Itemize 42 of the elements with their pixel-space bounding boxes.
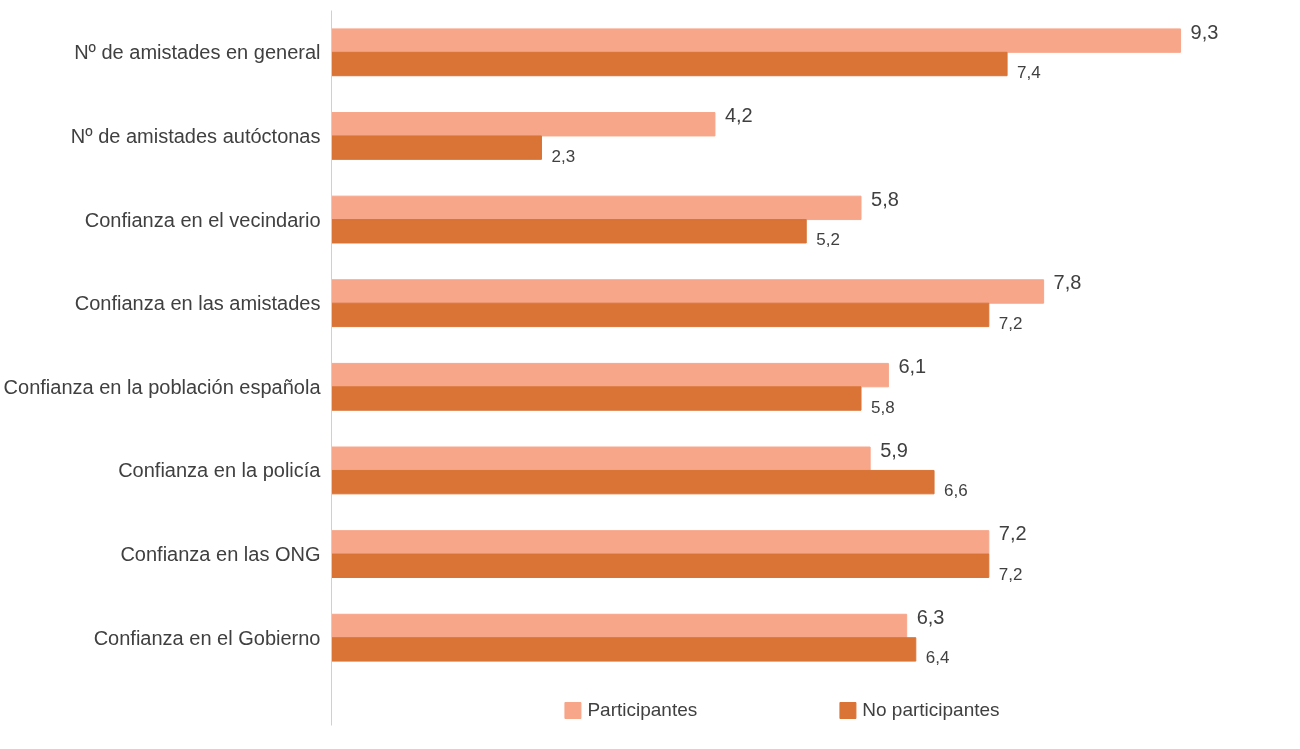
y-tick-label: Nº de amistades en general bbox=[74, 41, 321, 64]
y-tick-label: Confianza en las ONG bbox=[120, 543, 321, 566]
bar bbox=[331, 530, 990, 555]
y-tick-label: Confianza en el Gobierno bbox=[93, 626, 321, 649]
bar bbox=[331, 386, 862, 411]
y-tick-label: Nº de amistades autóctonas bbox=[70, 124, 321, 147]
data-label: 5,8 bbox=[871, 397, 895, 417]
data-label: 6,1 bbox=[898, 355, 927, 378]
bar bbox=[331, 279, 1045, 304]
bar bbox=[331, 302, 990, 328]
y-tick-label: Confianza en la policía bbox=[118, 459, 322, 482]
data-label: 5,8 bbox=[871, 187, 899, 210]
bar bbox=[331, 195, 862, 221]
legend-label: Participantes bbox=[587, 699, 698, 721]
data-label: 6,6 bbox=[944, 481, 968, 501]
data-label: 6,3 bbox=[916, 605, 945, 628]
bar bbox=[331, 637, 917, 662]
bar bbox=[331, 446, 871, 471]
data-label: 5,9 bbox=[880, 438, 908, 461]
data-label: 7,8 bbox=[1053, 271, 1082, 294]
bar bbox=[331, 135, 542, 160]
y-tick-label: Confianza en las amistades bbox=[74, 292, 321, 315]
bar bbox=[331, 469, 935, 495]
data-label: 9,3 bbox=[1190, 20, 1219, 43]
bar bbox=[331, 553, 990, 578]
y-tick-label: Confianza en el vecindario bbox=[84, 208, 321, 231]
bar bbox=[331, 613, 908, 639]
data-label: 7,2 bbox=[998, 564, 1023, 584]
legend-label: No participantes bbox=[862, 699, 1000, 721]
y-tick-label: Confianza en la población española bbox=[3, 375, 322, 398]
data-label: 7,4 bbox=[1017, 63, 1041, 83]
bar bbox=[331, 362, 889, 388]
data-label: 7,2 bbox=[998, 522, 1027, 545]
bar bbox=[331, 51, 1008, 77]
data-label: 2,3 bbox=[551, 146, 576, 166]
data-label: 6,4 bbox=[925, 648, 950, 668]
bar bbox=[331, 112, 716, 137]
bar bbox=[331, 28, 1182, 53]
bar bbox=[331, 219, 807, 244]
data-label: 7,2 bbox=[998, 313, 1023, 333]
data-label: 5,2 bbox=[816, 230, 840, 250]
data-label: 4,2 bbox=[724, 104, 753, 127]
